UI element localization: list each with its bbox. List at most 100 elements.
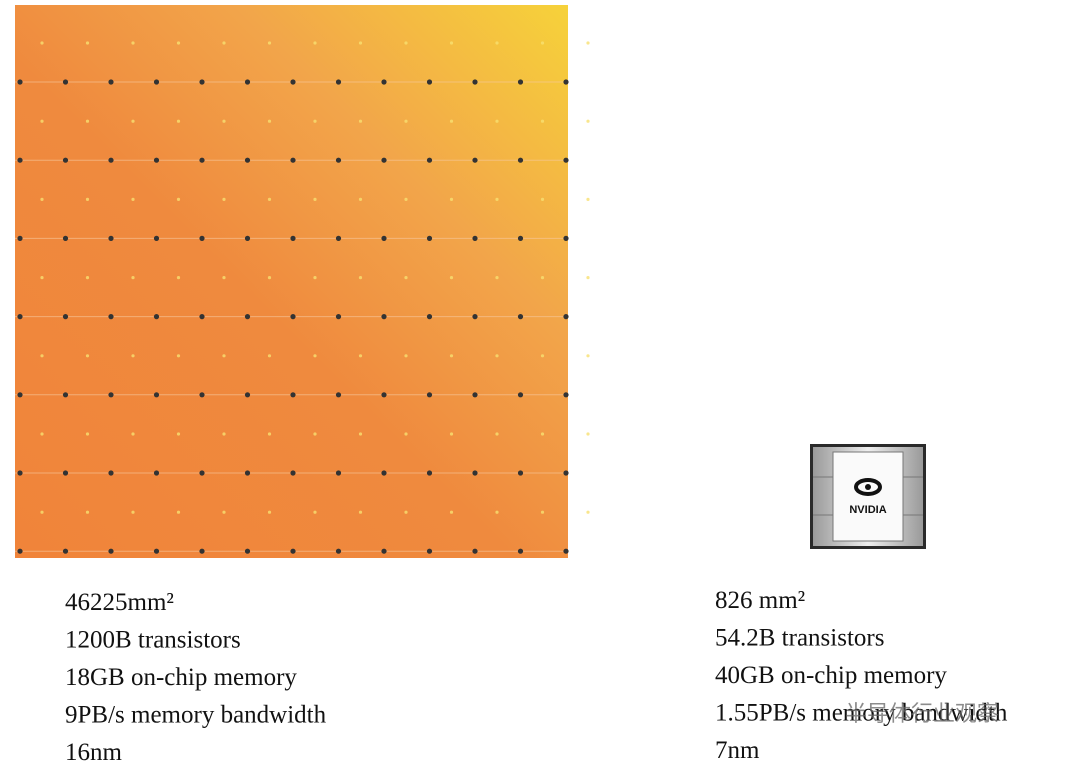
wafer-pad (495, 432, 499, 436)
wafer-dot (517, 548, 524, 554)
wafer-pad (313, 41, 317, 45)
wafer-dot (244, 235, 251, 241)
wafer-pad (313, 276, 317, 280)
wafer-dot (153, 548, 160, 554)
wafer-dot (335, 314, 342, 320)
wafer-pad (85, 197, 90, 201)
wafer-pad (267, 354, 272, 358)
wafer-pad (85, 41, 90, 45)
spec-line: 18GB on-chip memory (65, 664, 297, 691)
wafer-dot (517, 157, 524, 163)
wafer-dot (62, 470, 69, 476)
wafer-pad (586, 510, 590, 514)
wafer-dot (199, 548, 205, 554)
wafer-pad (586, 119, 590, 123)
wafer-pad (586, 276, 590, 280)
wafer-pad (131, 119, 135, 123)
wafer-dot (381, 548, 387, 554)
wafer-dot (335, 392, 342, 398)
wafer-dot (472, 314, 478, 320)
logo-text: NVIDIA (849, 504, 886, 516)
wafer-dot (290, 470, 296, 476)
wafer-dot (17, 548, 23, 554)
logo-eye (854, 478, 882, 496)
wafer-pad (495, 197, 499, 201)
wafer-pad (176, 432, 181, 436)
wafer-pad (131, 432, 135, 436)
wafer-pad (540, 354, 545, 358)
wafer-dot (108, 314, 114, 320)
wafer-dot (517, 314, 524, 320)
wafer-pad (449, 276, 454, 280)
wafer-dot (290, 235, 296, 241)
wafer-dot (517, 392, 524, 398)
spec-line: 1.55PB/s memory bandwidth (715, 700, 1008, 727)
wafer-pad (358, 119, 363, 123)
wafer-pad (40, 41, 44, 45)
wafer-dot (108, 548, 114, 554)
wafer-pad (586, 41, 590, 45)
wafer-dot (62, 157, 69, 163)
wafer-dot (17, 79, 23, 85)
wafer-dot (381, 314, 387, 320)
wafer-dot (17, 392, 23, 398)
wafer-dot (426, 314, 433, 320)
logo-pupil (865, 484, 871, 490)
wafer-pad (267, 432, 272, 436)
wafer-dot (335, 235, 342, 241)
wafer-dot (199, 157, 205, 163)
wafer-pad (495, 41, 499, 45)
wafer-dot (62, 392, 69, 398)
wafer-pad (540, 119, 545, 123)
wafer-pad (313, 432, 317, 436)
wafer-pad (358, 354, 363, 358)
wafer-dot (335, 157, 342, 163)
wafer-pad (40, 510, 44, 514)
wafer-pad (540, 510, 545, 514)
wafer-pad (358, 41, 363, 45)
watermark: 半导体行业观察 (845, 702, 999, 727)
wafer-dot (153, 470, 160, 476)
wafer-dot (563, 79, 569, 85)
wafer-pad (85, 432, 90, 436)
wafer-pad (222, 432, 226, 436)
wafer-dot (290, 79, 296, 85)
wafer-dot (472, 235, 478, 241)
wafer-dot (517, 470, 524, 476)
spec-line: 1200B transistors (65, 627, 241, 654)
wafer-pad (586, 432, 590, 436)
wafer-pad (358, 432, 363, 436)
wafer-pad (131, 276, 135, 280)
wafer-pad (267, 276, 272, 280)
spec-line: 54.2B transistors (715, 625, 884, 652)
wafer-pad (540, 432, 545, 436)
wafer-pad (131, 41, 135, 45)
spec-line: 46225mm² (65, 589, 174, 616)
wafer-dot (290, 392, 296, 398)
wafer-pad (404, 276, 408, 280)
wafer-dot (426, 470, 433, 476)
wafer-dot (17, 157, 23, 163)
wafer-dot (290, 157, 296, 163)
wafer-dot (563, 470, 569, 476)
wafer-dot (472, 157, 478, 163)
wafer-pad (404, 197, 408, 201)
wafer-pad (586, 197, 590, 201)
wafer-pad (176, 119, 181, 123)
wafer-pad (267, 197, 272, 201)
wafer-pad (267, 41, 272, 45)
wafer-dot (108, 235, 114, 241)
wafer-dot (62, 548, 69, 554)
wafer-pad (222, 354, 226, 358)
wafer-dot (17, 235, 23, 241)
wafer-pad (449, 510, 454, 514)
wafer-dot (153, 79, 160, 85)
gpu-chip: NVIDIA (810, 444, 926, 549)
wafer-dot (563, 392, 569, 398)
wafer-pad (267, 119, 272, 123)
chip-die (832, 451, 904, 542)
wafer-pad (404, 432, 408, 436)
spec-line: 9PB/s memory bandwidth (65, 702, 327, 729)
